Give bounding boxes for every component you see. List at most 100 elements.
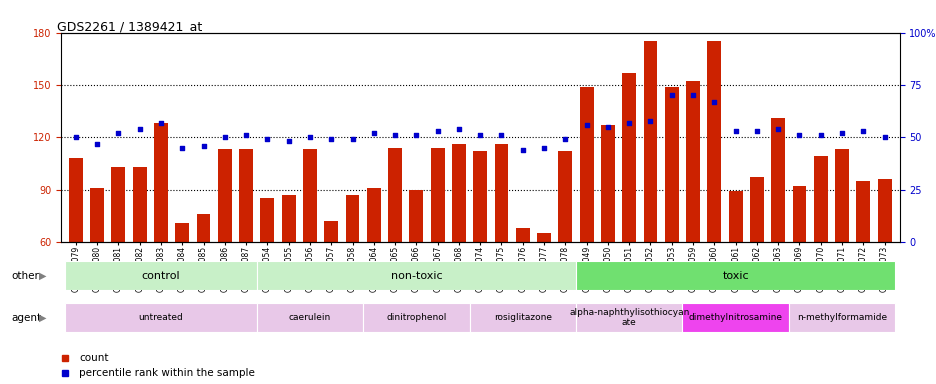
Bar <box>600 125 614 347</box>
Bar <box>218 149 231 347</box>
Bar <box>685 81 699 347</box>
Bar <box>239 149 253 347</box>
Text: alpha-naphthylisothiocyan
ate: alpha-naphthylisothiocyan ate <box>568 308 689 327</box>
Bar <box>388 148 402 347</box>
Point <box>196 142 211 149</box>
Point <box>791 132 806 138</box>
Bar <box>111 167 125 347</box>
Bar <box>409 190 423 347</box>
Point <box>388 132 402 138</box>
Bar <box>66 303 256 332</box>
Point <box>493 132 508 138</box>
Bar <box>792 186 806 347</box>
Bar <box>813 156 826 347</box>
Bar <box>770 118 784 347</box>
Bar <box>90 188 104 347</box>
Point <box>344 136 359 142</box>
Text: agent: agent <box>11 313 41 323</box>
Point <box>727 128 742 134</box>
Point <box>217 134 232 141</box>
Bar <box>469 303 576 332</box>
Point <box>749 128 764 134</box>
Text: caerulein: caerulein <box>288 313 330 322</box>
Bar <box>576 303 681 332</box>
Text: dinitrophenol: dinitrophenol <box>386 313 446 322</box>
Point <box>110 130 125 136</box>
Text: percentile rank within the sample: percentile rank within the sample <box>80 368 255 378</box>
Bar <box>451 144 465 347</box>
Text: rosiglitazone: rosiglitazone <box>493 313 551 322</box>
Text: count: count <box>80 353 109 363</box>
Point <box>664 92 679 98</box>
Point <box>515 147 530 153</box>
Point <box>366 130 381 136</box>
Bar <box>494 144 508 347</box>
Point <box>408 132 423 138</box>
Bar <box>302 149 316 347</box>
Bar <box>788 303 894 332</box>
Bar <box>324 221 338 347</box>
Bar <box>256 261 576 290</box>
Text: non-toxic: non-toxic <box>390 270 442 281</box>
Point <box>642 118 657 124</box>
Point <box>154 119 168 126</box>
Bar <box>856 181 870 347</box>
Bar <box>536 233 550 347</box>
Bar <box>431 148 444 347</box>
Point <box>834 130 849 136</box>
Bar <box>363 303 469 332</box>
Point <box>685 92 700 98</box>
Point <box>323 136 338 142</box>
Point <box>281 138 296 144</box>
Text: control: control <box>141 270 180 281</box>
Text: dimethylnitrosamine: dimethylnitrosamine <box>688 313 782 322</box>
Point <box>259 136 274 142</box>
Point <box>600 124 615 130</box>
Bar <box>175 223 189 347</box>
Bar <box>622 73 636 347</box>
Point <box>557 136 572 142</box>
Bar <box>260 198 274 347</box>
Point <box>855 128 870 134</box>
Bar <box>579 87 592 347</box>
Bar <box>681 303 788 332</box>
Bar <box>707 41 721 347</box>
Point <box>239 132 254 138</box>
Bar <box>749 177 763 347</box>
Bar <box>516 228 529 347</box>
Bar <box>834 149 848 347</box>
Text: GDS2261 / 1389421_at: GDS2261 / 1389421_at <box>57 20 202 33</box>
Bar <box>66 261 256 290</box>
Point <box>472 132 487 138</box>
Bar <box>728 191 741 347</box>
Bar <box>133 167 146 347</box>
Text: ▶: ▶ <box>39 313 47 323</box>
Point <box>451 126 466 132</box>
Point <box>174 145 189 151</box>
Bar <box>877 179 890 347</box>
Text: ▶: ▶ <box>39 270 47 281</box>
Bar <box>69 158 82 347</box>
Point <box>812 132 827 138</box>
Bar <box>282 195 295 347</box>
Point <box>430 128 445 134</box>
Bar <box>154 123 168 347</box>
Point <box>132 126 147 132</box>
Point <box>536 145 551 151</box>
Point <box>578 122 593 128</box>
Bar <box>345 195 359 347</box>
Text: untreated: untreated <box>139 313 183 322</box>
Point <box>68 134 83 141</box>
Point <box>706 99 721 105</box>
Text: n-methylformamide: n-methylformamide <box>797 313 886 322</box>
Bar <box>256 303 363 332</box>
Bar <box>558 151 572 347</box>
Text: toxic: toxic <box>722 270 748 281</box>
Point <box>90 141 105 147</box>
Point <box>622 119 636 126</box>
Point <box>770 126 785 132</box>
Bar <box>576 261 894 290</box>
Bar <box>367 188 380 347</box>
Bar <box>197 214 211 347</box>
Bar <box>665 87 678 347</box>
